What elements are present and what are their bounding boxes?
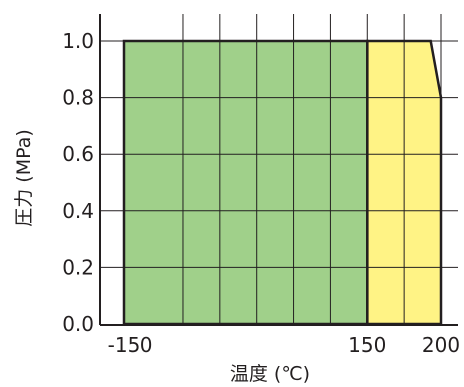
x-tick-label: 150: [348, 333, 386, 357]
y-tick-label: 1.0: [62, 29, 94, 53]
x-tick-label: 200: [422, 333, 460, 357]
regions-layer: [124, 41, 441, 324]
y-tick-label: 0.0: [62, 312, 94, 336]
region-1: [124, 41, 368, 324]
y-axis-title: 圧力 (MPa): [13, 129, 35, 227]
y-tick-label: 0.4: [62, 199, 94, 223]
y-tick-label: 0.8: [62, 86, 94, 110]
tick-labels-layer: 0.0 0.2 0.4 0.6 0.8 1.0 -15 0 150 200: [62, 29, 460, 357]
y-tick-label: 0.2: [62, 255, 94, 279]
y-tick-label: 0.6: [62, 142, 94, 166]
x-tick-label: 0: [140, 333, 153, 357]
x-axis-title: 温度 (℃): [230, 363, 310, 385]
x-tick-label: -15: [108, 333, 141, 357]
axes-layer: [99, 14, 458, 326]
